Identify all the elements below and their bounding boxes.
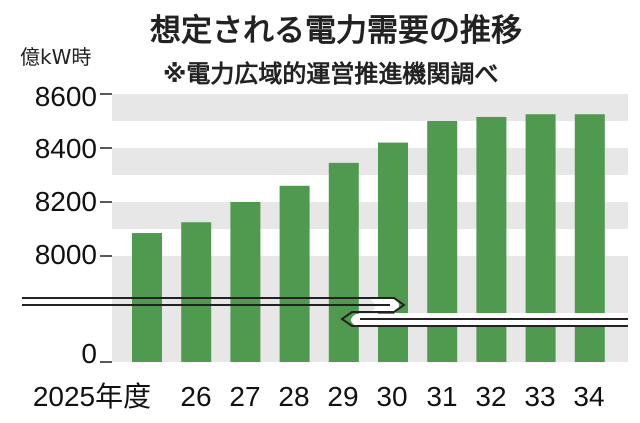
x-tick-label: 29	[327, 381, 358, 412]
y-tick-label: 8400	[35, 133, 97, 164]
gridlines	[100, 93, 112, 363]
chart-title: 想定される電力需要の推移	[150, 13, 522, 49]
bar	[181, 222, 212, 362]
bar	[328, 162, 359, 362]
x-tick-label: 32	[475, 381, 506, 412]
x-tick-label: 33	[524, 381, 555, 412]
bar	[279, 185, 310, 362]
x-tick-label: 27	[229, 381, 260, 412]
x-tick-label: 26	[180, 381, 211, 412]
y-tick-label: 8200	[35, 186, 97, 217]
y-tick-label: 0	[81, 338, 97, 369]
bar	[378, 142, 408, 362]
y-axis-unit-label: 億kW時	[20, 45, 91, 69]
axis-break-line	[22, 297, 628, 327]
bar	[230, 202, 261, 362]
axis-break	[22, 297, 628, 327]
y-tick-label: 8600	[35, 81, 97, 112]
x-tick-label: 2025年度	[33, 381, 151, 412]
y-tick-label: 8000	[35, 239, 97, 270]
x-tick-label: 31	[426, 381, 457, 412]
x-tick-label: 28	[278, 381, 309, 412]
x-tick-label: 34	[573, 381, 604, 412]
x-tick-labels: 2025年度 26 27 28 29 30 31 32 33 34	[33, 381, 605, 412]
x-tick-label: 30	[376, 381, 407, 412]
chart-subtitle: ※電力広域的運営推進機関調べ	[163, 60, 498, 88]
